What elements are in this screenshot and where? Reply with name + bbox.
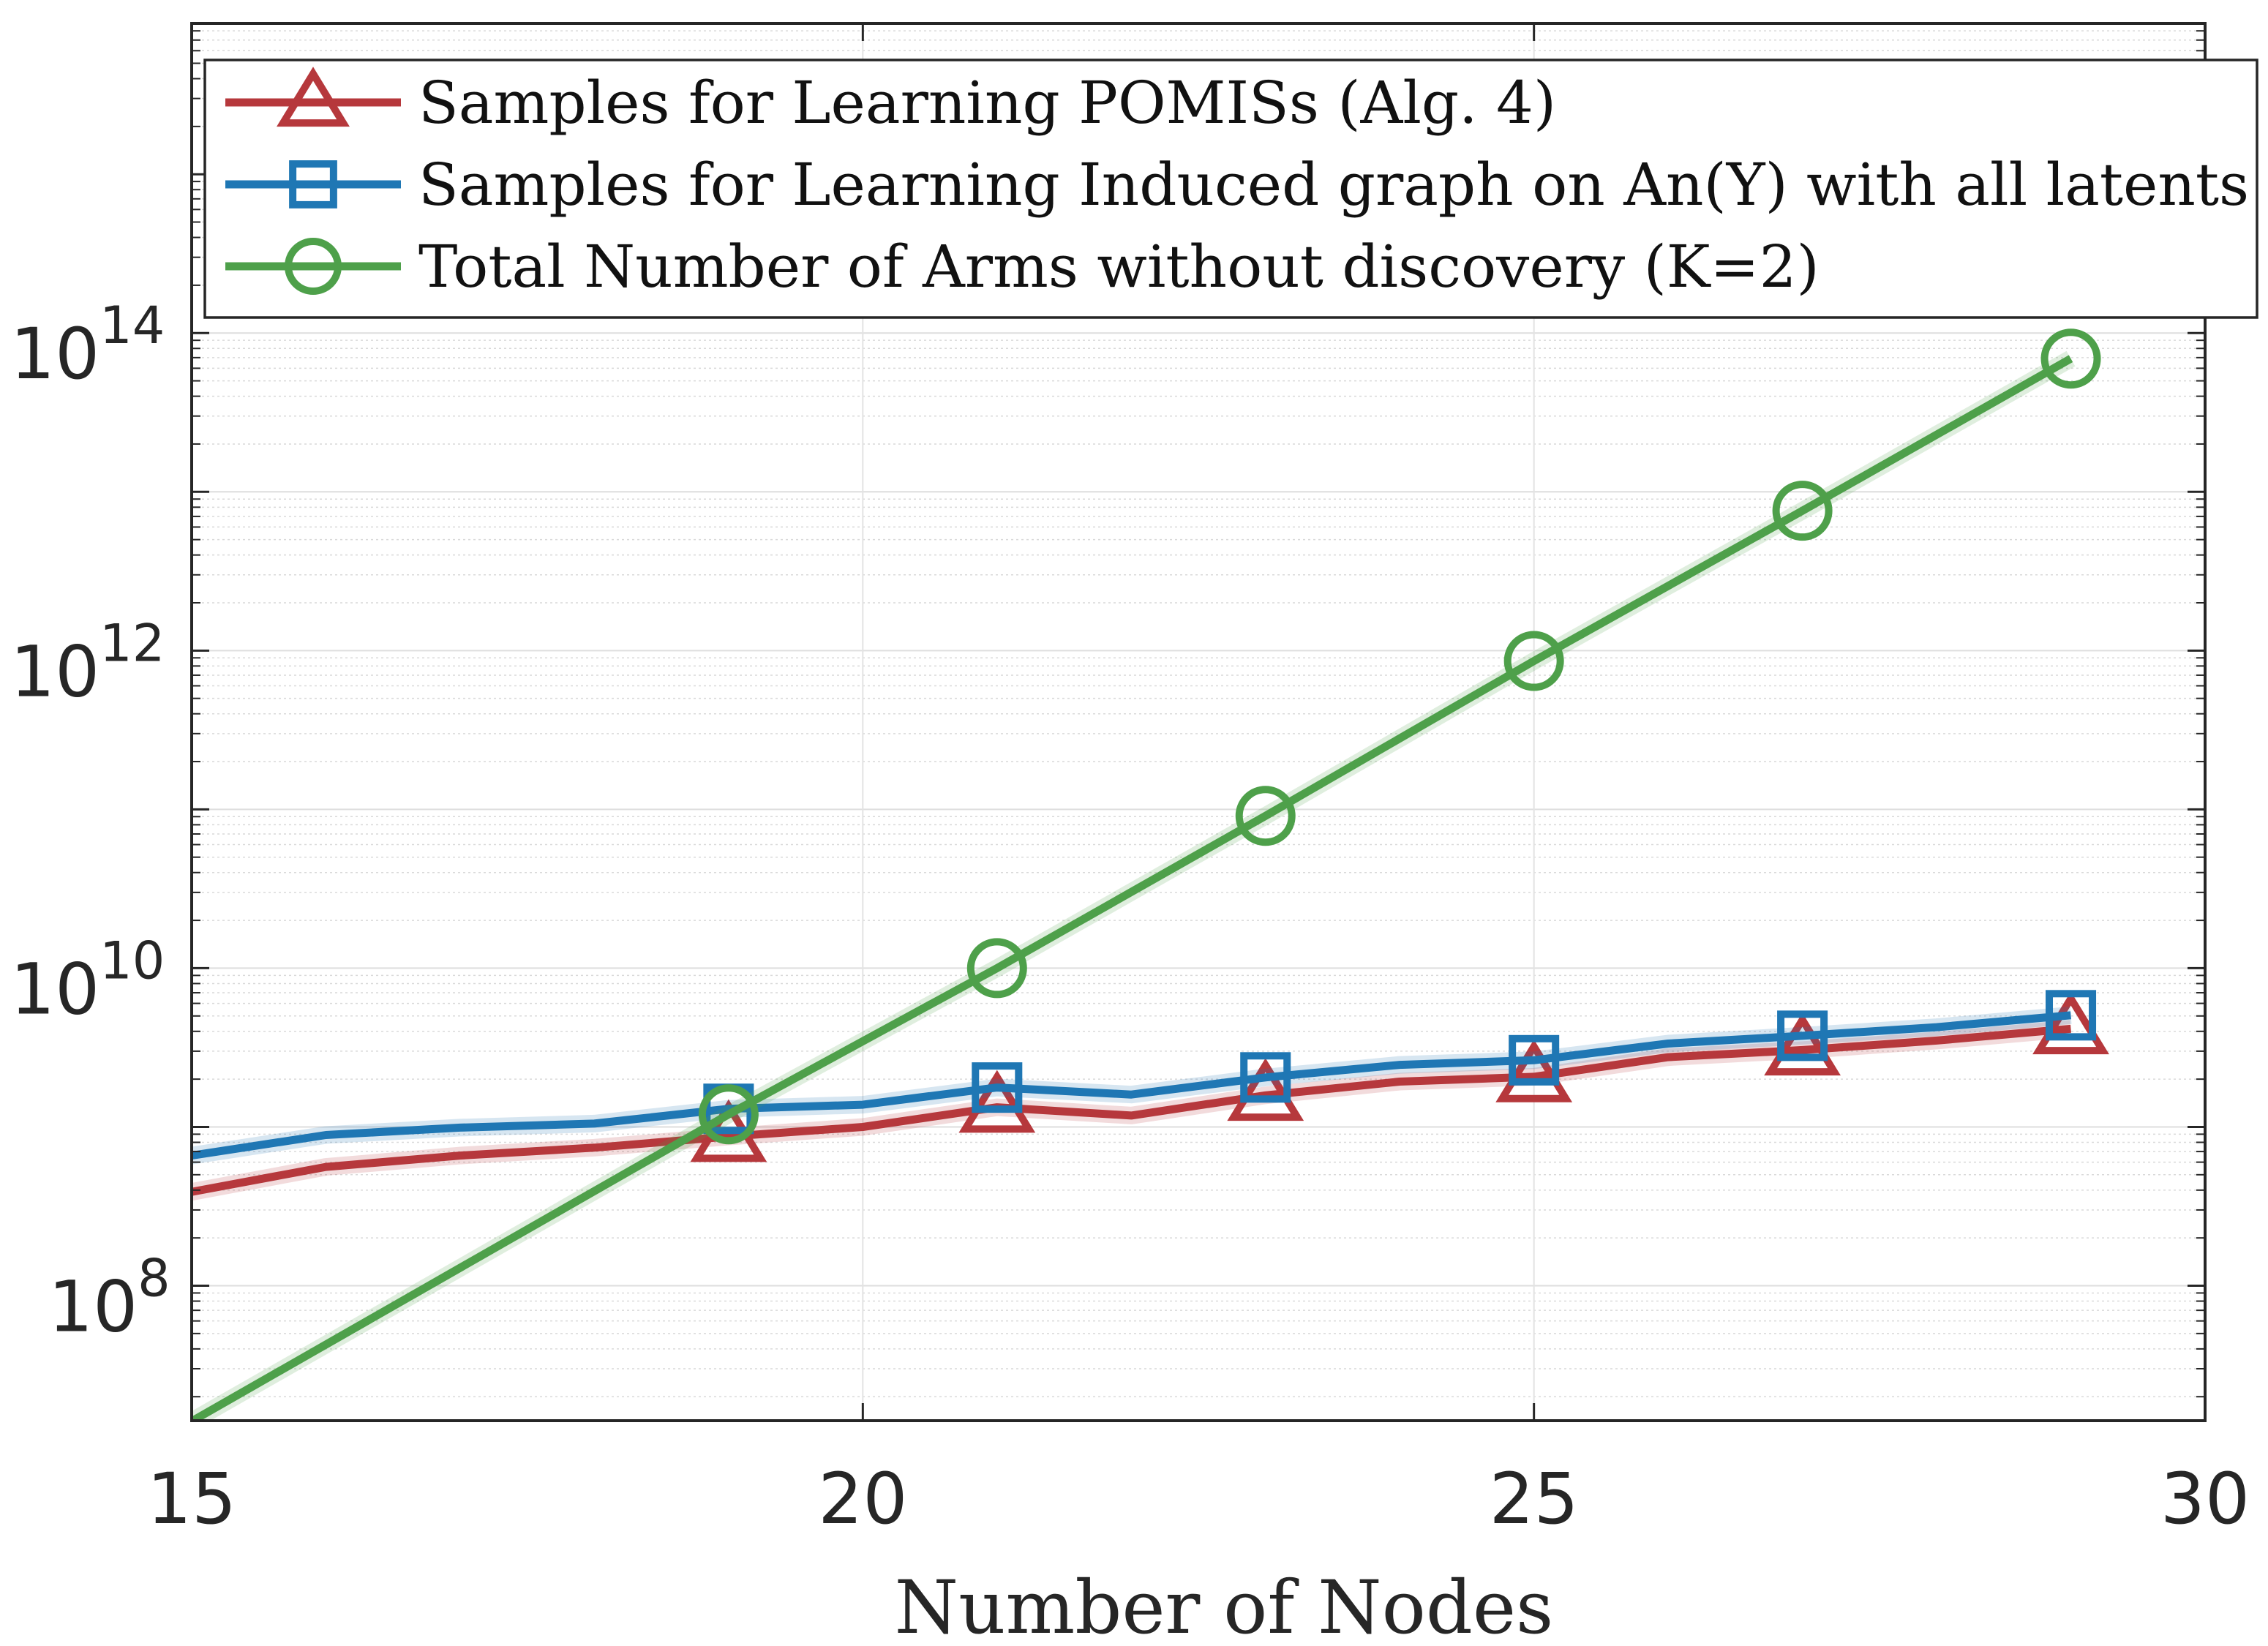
circle-marker	[698, 1084, 759, 1145]
x-tick-label: 20	[818, 1458, 907, 1540]
square-marker	[972, 1062, 1023, 1113]
y-tick-exponent: 10	[99, 931, 165, 991]
legend-item: Samples for Learning POMISs (Alg. 4)	[225, 67, 1556, 137]
circle-marker	[966, 938, 1027, 999]
triangle-marker	[2032, 991, 2109, 1055]
legend: Samples for Learning POMISs (Alg. 4) Samp…	[203, 59, 2258, 319]
square-marker	[1777, 1010, 1828, 1061]
circle-marker	[1772, 481, 1833, 541]
y-tick-label: 1014	[10, 296, 165, 395]
square-marker	[289, 160, 337, 208]
series-line	[192, 355, 2073, 1421]
y-tick-base: 10	[48, 1266, 138, 1348]
y-tick-exponent: 8	[138, 1249, 170, 1309]
y-tick-exponent: 14	[99, 296, 165, 356]
plot-frame	[190, 22, 2207, 1422]
legend-label: Total Number of Arms without discovery (…	[418, 233, 1820, 301]
square-marker	[1240, 1052, 1291, 1103]
x-axis-title: Number of Nodes	[895, 1565, 1554, 1646]
y-tick-base: 10	[10, 631, 99, 713]
series-1	[192, 991, 2109, 1200]
series-layer	[192, 328, 2109, 1421]
y-tick-base: 10	[10, 313, 99, 395]
legend-label: Samples for Learning POMISs (Alg. 4)	[418, 69, 1556, 137]
x-tick-label: 25	[1490, 1458, 1579, 1540]
y-tick-exponent: 12	[99, 613, 165, 673]
series-2	[192, 990, 2097, 1165]
square-marker	[2046, 990, 2097, 1041]
x-tick-label: 15	[147, 1458, 236, 1540]
triangle-marker	[1764, 1012, 1841, 1076]
series-line	[192, 1024, 2071, 1196]
y-tick-label: 108	[48, 1249, 170, 1348]
square-marker	[1509, 1034, 1560, 1086]
triangle-marker	[958, 1070, 1036, 1133]
series-3	[192, 328, 2101, 1421]
series-line	[192, 1011, 2071, 1160]
legend-item: Total Number of Arms without discovery (…	[225, 233, 1820, 301]
triangle-marker	[1495, 1039, 1573, 1102]
x-tick-label: 30	[2160, 1458, 2250, 1540]
circle-marker	[2040, 328, 2101, 389]
circle-marker	[285, 238, 342, 295]
y-tick-label: 1010	[10, 931, 165, 1030]
legend-box	[203, 59, 2258, 319]
y-tick-base: 10	[10, 948, 99, 1030]
y-tick-label: 1012	[10, 613, 165, 713]
legend-label: Samples for Learning Induced graph on An…	[418, 151, 2249, 219]
circle-marker	[1503, 631, 1564, 691]
circle-marker	[1235, 786, 1296, 846]
legend-item: Samples for Learning Induced graph on An…	[225, 151, 2249, 219]
triangle-marker	[277, 67, 350, 127]
triangle-marker	[1227, 1058, 1304, 1121]
